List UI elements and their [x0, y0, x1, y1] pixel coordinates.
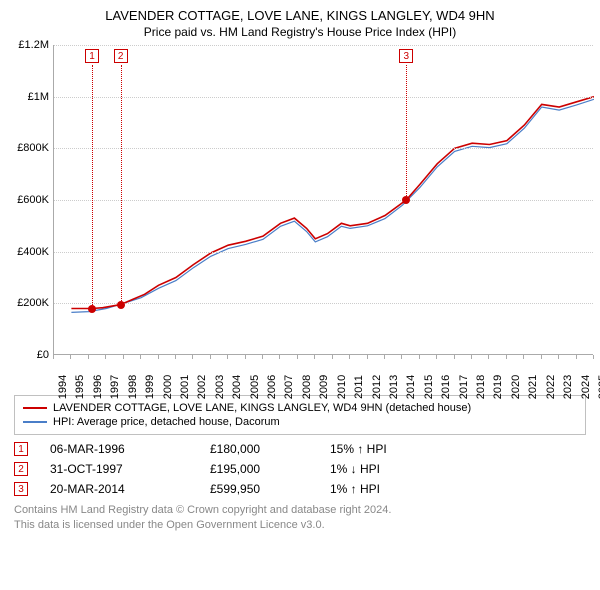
- chart-area: £0£200K£400K£600K£800K£1M£1.2M 123 19941…: [35, 45, 595, 389]
- x-tick-label: 1998: [127, 375, 139, 399]
- gridline: [54, 200, 593, 201]
- legend-label: HPI: Average price, detached house, Daco…: [53, 416, 280, 428]
- y-tick-label: £800K: [17, 142, 49, 154]
- x-tick-label: 2023: [562, 375, 574, 399]
- x-tick-label: 2002: [196, 375, 208, 399]
- x-tick-label: 1996: [92, 375, 104, 399]
- x-tick: [593, 355, 594, 359]
- x-tick-label: 2020: [510, 375, 522, 399]
- marker-dot: [402, 196, 410, 204]
- event-price: £599,950: [210, 482, 330, 496]
- marker-label: 1: [85, 49, 99, 63]
- y-tick-label: £200K: [17, 297, 49, 309]
- legend: LAVENDER COTTAGE, LOVE LANE, KINGS LANGL…: [14, 395, 586, 435]
- event-row: 3 20-MAR-2014£599,9501% ↑ HPI: [14, 479, 586, 499]
- chart-subtitle: Price paid vs. HM Land Registry's House …: [0, 23, 600, 45]
- x-tick-label: 2012: [371, 375, 383, 399]
- legend-swatch: [23, 421, 47, 423]
- marker-dot: [88, 305, 96, 313]
- x-tick-label: 2022: [545, 375, 557, 399]
- legend-swatch: [23, 407, 47, 409]
- chart-title: LAVENDER COTTAGE, LOVE LANE, KINGS LANGL…: [0, 0, 600, 23]
- attribution-text: Contains HM Land Registry data © Crown c…: [14, 503, 586, 533]
- x-tick-label: 2024: [580, 375, 592, 399]
- gridline: [54, 148, 593, 149]
- legend-label: LAVENDER COTTAGE, LOVE LANE, KINGS LANGL…: [53, 402, 471, 414]
- x-tick-label: 2013: [388, 375, 400, 399]
- plot-area: 1 2 3: [53, 45, 593, 355]
- event-date: 20-MAR-2014: [50, 482, 210, 496]
- x-tick-label: 2001: [179, 375, 191, 399]
- event-price: £180,000: [210, 442, 330, 456]
- x-tick-label: 2008: [301, 375, 313, 399]
- x-tick-label: 2015: [423, 375, 435, 399]
- y-tick-label: £1.2M: [18, 39, 49, 51]
- x-tick-label: 2005: [249, 375, 261, 399]
- event-change: 15% ↑ HPI: [330, 442, 450, 456]
- x-tick-label: 2000: [162, 375, 174, 399]
- x-tick-label: 2011: [353, 375, 365, 399]
- event-change: 1% ↓ HPI: [330, 462, 450, 476]
- marker-line: [406, 65, 407, 200]
- x-tick-label: 2003: [214, 375, 226, 399]
- x-tick-label: 2004: [231, 375, 243, 399]
- marker-dot: [117, 301, 125, 309]
- gridline: [54, 97, 593, 98]
- legend-item: HPI: Average price, detached house, Daco…: [23, 415, 577, 429]
- chart-container: LAVENDER COTTAGE, LOVE LANE, KINGS LANGL…: [0, 0, 600, 590]
- x-tick-label: 2021: [527, 375, 539, 399]
- y-tick-label: £400K: [17, 246, 49, 258]
- marker-label: 2: [114, 49, 128, 63]
- event-row: 2 31-OCT-1997£195,0001% ↓ HPI: [14, 459, 586, 479]
- gridline: [54, 303, 593, 304]
- x-tick-label: 1994: [57, 375, 69, 399]
- event-date: 06-MAR-1996: [50, 442, 210, 456]
- event-price: £195,000: [210, 462, 330, 476]
- y-tick-label: £0: [37, 349, 49, 361]
- legend-item: LAVENDER COTTAGE, LOVE LANE, KINGS LANGL…: [23, 401, 577, 415]
- x-tick-label: 2018: [475, 375, 487, 399]
- gridline: [54, 252, 593, 253]
- y-tick-label: £600K: [17, 194, 49, 206]
- series-line: [71, 97, 594, 309]
- x-tick-label: 1999: [144, 375, 156, 399]
- event-marker-id: 1: [14, 442, 28, 456]
- event-table: 1 06-MAR-1996£180,00015% ↑ HPI 2 31-OCT-199…: [14, 439, 586, 499]
- event-change: 1% ↑ HPI: [330, 482, 450, 496]
- marker-label: 3: [399, 49, 413, 63]
- x-tick-label: 2007: [283, 375, 295, 399]
- x-tick-label: 2017: [458, 375, 470, 399]
- x-tick-label: 2006: [266, 375, 278, 399]
- attribution-line2: This data is licensed under the Open Gov…: [14, 518, 586, 533]
- gridline: [54, 45, 593, 46]
- attribution-line1: Contains HM Land Registry data © Crown c…: [14, 503, 586, 518]
- x-tick-label: 2014: [405, 375, 417, 399]
- event-date: 31-OCT-1997: [50, 462, 210, 476]
- x-tick-label: 2019: [492, 375, 504, 399]
- x-tick-label: 2009: [318, 375, 330, 399]
- x-tick-label: 2010: [336, 375, 348, 399]
- x-tick-label: 1995: [74, 375, 86, 399]
- event-row: 1 06-MAR-1996£180,00015% ↑ HPI: [14, 439, 586, 459]
- marker-line: [121, 65, 122, 305]
- y-tick-label: £1M: [28, 91, 49, 103]
- x-tick-label: 2016: [440, 375, 452, 399]
- x-tick-label: 1997: [109, 375, 121, 399]
- marker-line: [92, 65, 93, 309]
- event-marker-id: 2: [14, 462, 28, 476]
- x-axis-labels: 1994199519961997199819992000200120022003…: [53, 357, 593, 389]
- series-line: [71, 99, 594, 312]
- event-marker-id: 3: [14, 482, 28, 496]
